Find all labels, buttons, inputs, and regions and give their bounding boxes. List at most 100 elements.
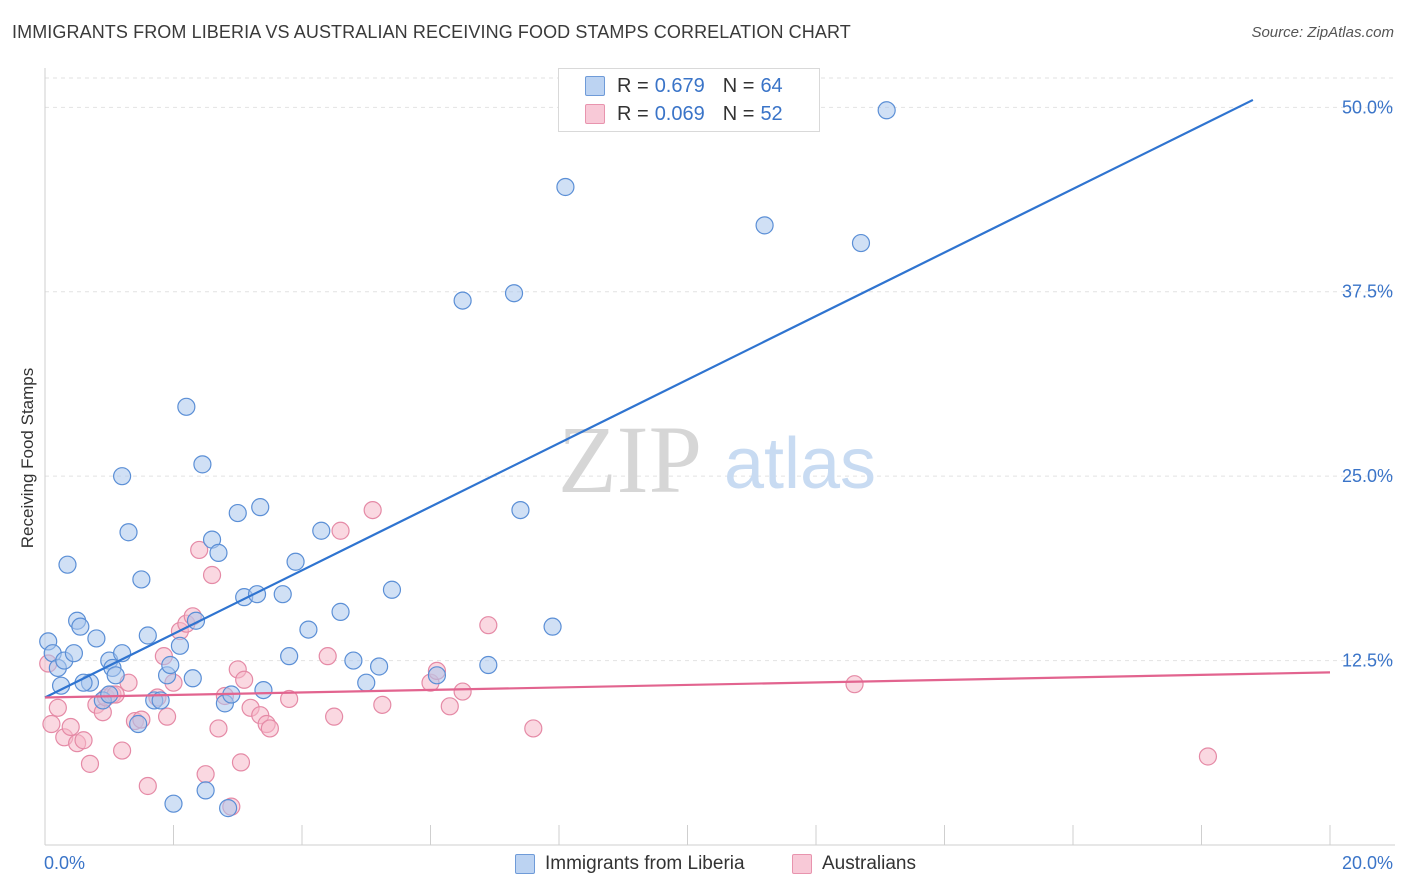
legend-swatch-blue [585,76,605,96]
watermark-zip: ZIP [558,406,702,513]
bottom-legend-label: Australians [822,853,916,874]
australians-point [196,765,215,784]
legend-n-label: N = [722,102,755,125]
australians-point [235,670,254,689]
liberia-point [331,602,350,621]
australians-point [231,753,251,772]
points-layer [39,101,1218,818]
liberia-point [161,655,180,675]
liberia-point [183,669,202,688]
liberia-point [877,101,896,120]
liberia-point [543,617,562,636]
source-label: Source: ZipAtlas.com [1251,24,1394,41]
australians-point [1198,747,1218,766]
bottom-legend-swatch-blue [515,854,535,874]
liberia-point [504,284,524,303]
bottom-legend-swatch-pink [792,854,812,874]
grid-layer [45,77,1395,662]
liberia-point [427,666,447,685]
liberia-point [247,585,267,604]
legend-n-value: 64 [760,74,783,97]
australians-point [453,682,472,701]
liberia-point [286,552,305,571]
australians-point [48,698,67,717]
liberia-point [164,794,183,813]
liberia-point [453,291,472,310]
australians-point [209,719,228,738]
liberia-point [357,673,376,692]
liberia-point [87,629,106,648]
liberia-point [100,685,119,704]
bottom-legend-australians: Australians [792,852,916,876]
liberia-point [119,523,138,542]
y-tick-label: 37.5% [1342,282,1393,302]
australians-point [202,565,222,585]
liberia-point [170,636,190,655]
liberia-point [58,555,77,574]
liberia-point [138,626,157,645]
legend-r-value: 0.679 [654,74,705,97]
australians-point [440,697,459,716]
liberia-point [254,680,273,700]
liberia-point [209,543,228,562]
australians-point [61,717,80,737]
legend-r-label: R = [617,102,649,125]
x-tick-label: 0.0% [44,853,85,873]
y-tick-label: 12.5% [1342,651,1393,671]
tick-layer: 12.5% 25.0% 37.5% 50.0% 0.0% 20.0% [44,97,1393,873]
chart-title: IMMIGRANTS FROM LIBERIA VS AUSTRALIAN RE… [12,22,851,42]
liberia-point [479,655,498,675]
liberia-point [132,570,151,589]
australians-point [42,714,61,734]
watermark-atlas: atlas [724,424,876,504]
australians-point [138,776,157,796]
australians-point [74,731,93,750]
australians-trend-line [44,671,1331,699]
watermark: ZIP atlas [558,406,876,513]
liberia-point [382,580,402,599]
liberia-point [129,714,148,734]
australians-point [373,695,392,714]
liberia-point [193,455,212,474]
legend-n-label: N = [722,74,755,97]
liberia-point [219,799,238,818]
correlation-legend: R = 0.679 N = 64 R = 0.069 N = 52 [558,68,820,132]
liberia-point [112,467,132,486]
australians-point [318,647,337,666]
liberia-point [251,498,270,517]
liberia-point [370,657,389,676]
australians-point [80,754,100,773]
legend-swatch-pink [585,104,605,124]
legend-n-value: 52 [760,102,783,125]
legend-row-liberia: R = 0.679 N = 64 [585,73,783,99]
australians-point [363,500,382,520]
liberia-point [177,397,196,416]
australians-point [260,719,279,738]
liberia-point [196,781,215,800]
australians-point [112,741,132,760]
australians-point [325,707,344,726]
x-tick-label: 20.0% [1342,853,1393,873]
bottom-legend-label: Immigrants from Liberia [545,853,745,874]
liberia-point [511,500,530,520]
australians-point [280,689,299,709]
liberia-point [74,673,93,692]
axis-layer [44,68,1395,846]
liberia-point [344,651,363,670]
australians-point [157,707,177,726]
liberia-point [851,233,871,253]
australians-point [479,616,498,635]
australians-point [524,719,543,738]
liberia-point [228,503,247,523]
liberia-point [273,585,292,604]
liberia-point [299,620,318,639]
liberia-point [755,216,774,235]
liberia-point [280,647,299,666]
y-tick-label: 25.0% [1342,466,1393,486]
liberia-trend-line [44,98,1254,699]
australians-point [190,540,209,560]
liberia-point [71,617,90,636]
australians-point [331,521,350,540]
trend-layer [44,98,1331,699]
